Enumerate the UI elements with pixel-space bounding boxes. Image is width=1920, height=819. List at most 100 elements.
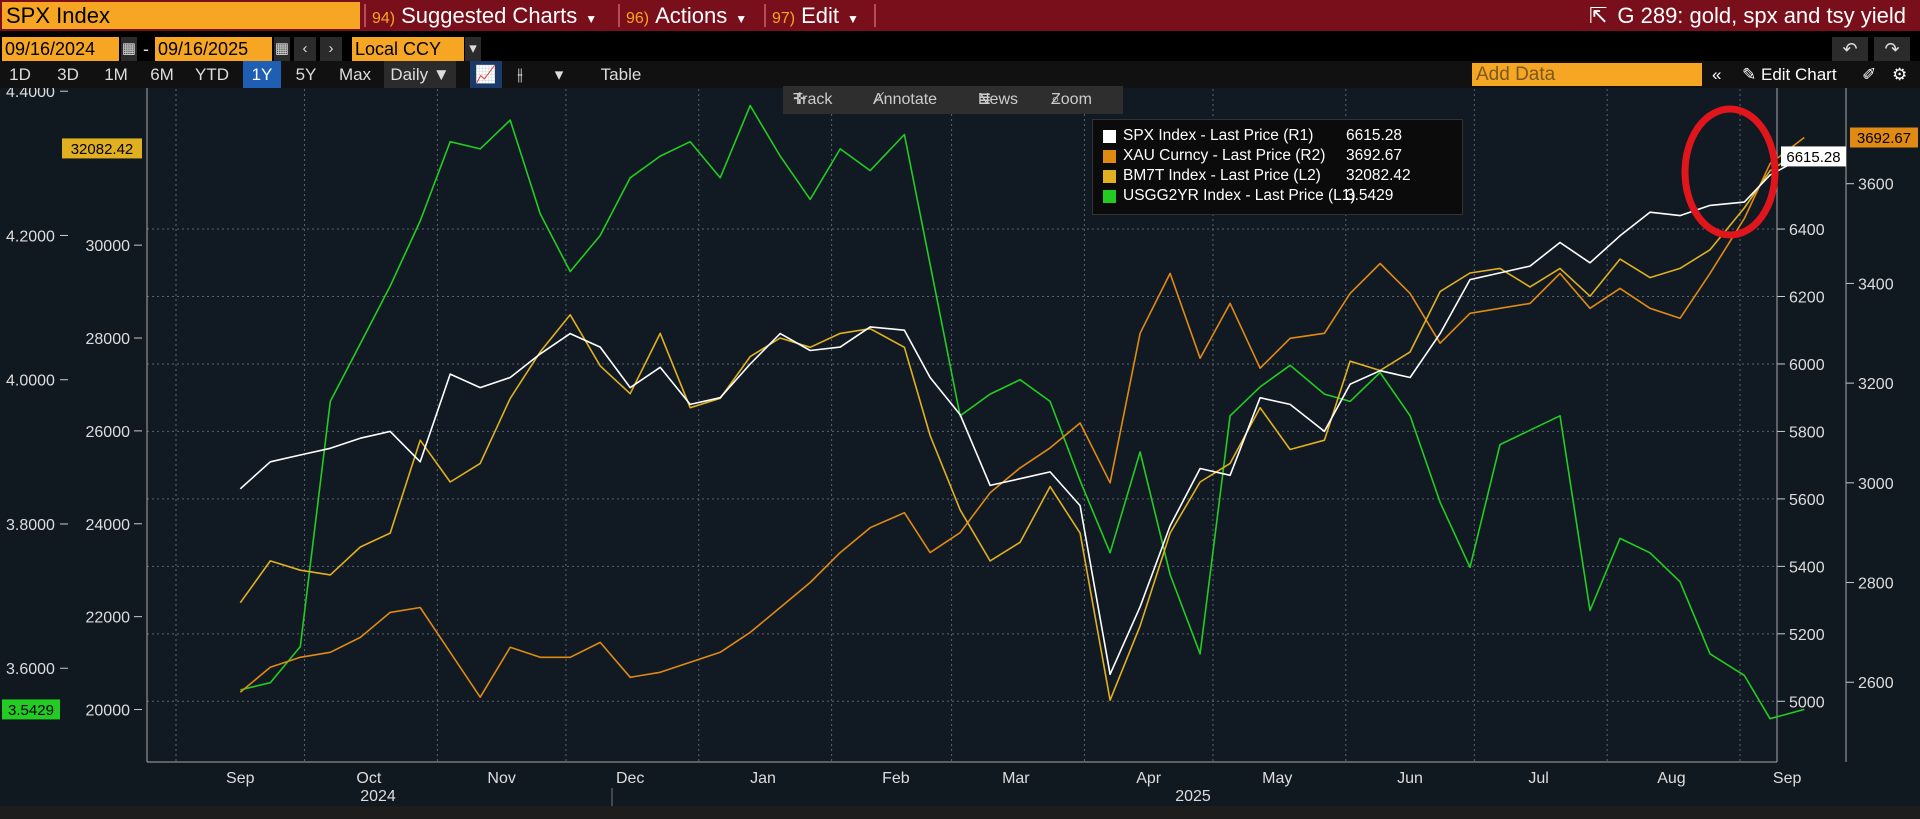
- news-icon: ≣: [978, 91, 992, 108]
- y-tick-label-r2: 2800: [1858, 576, 1894, 593]
- menu-separator: [764, 4, 766, 27]
- x-tick-label: Sep: [226, 770, 255, 787]
- timeframe-ytd[interactable]: YTD: [195, 65, 229, 84]
- edit-chart-button[interactable]: ✎ Edit Chart: [1742, 61, 1837, 88]
- menu-separator: [364, 4, 366, 27]
- menu-label: Actions: [655, 3, 728, 28]
- timeframe-1m[interactable]: 1M: [104, 65, 128, 84]
- last-value-tag: [1850, 127, 1918, 148]
- chevron-down-icon[interactable]: ▾: [465, 37, 481, 61]
- x-tick-label: May: [1262, 770, 1292, 787]
- table-button[interactable]: Table: [580, 61, 662, 88]
- chevron-down-icon[interactable]: ▾: [545, 61, 573, 88]
- y-tick-label-r1: 5800: [1789, 424, 1825, 441]
- calendar-icon[interactable]: ▦: [121, 37, 137, 61]
- edit-chart-label: Edit Chart: [1760, 65, 1837, 84]
- series-line: [239, 136, 1805, 699]
- legend-swatch: [1103, 170, 1116, 183]
- y-tick-label-r2: 2600: [1858, 675, 1894, 692]
- timeframe-3d[interactable]: 3D: [57, 65, 79, 84]
- chart-legend: SPX Index - Last Price (R1) 6615.28 XAU C…: [1092, 119, 1463, 215]
- menu-number: 94): [372, 10, 396, 27]
- last-value-tag-text: 6615.28: [1786, 149, 1840, 166]
- legend-swatch: [1103, 150, 1116, 163]
- last-value-tag-text: 32082.42: [71, 141, 134, 158]
- x-tick-label: Oct: [356, 770, 381, 787]
- currency-select[interactable]: Local CCY: [352, 37, 464, 61]
- menu-number: 97): [772, 10, 796, 27]
- annotate-icon: ⟋: [873, 91, 885, 108]
- chart-tools-bar: ✛ Track ⟋ Annotate ≣ News ⌕ Zoom: [783, 86, 1123, 114]
- end-date-field[interactable]: 09/16/2025: [155, 37, 272, 61]
- suggested-charts-menu[interactable]: 94) Suggested Charts ▼: [372, 0, 597, 31]
- legend-name: USGG2YR Index - Last Price (L1): [1123, 187, 1356, 204]
- x-tick-label: Nov: [487, 770, 515, 787]
- legend-name: BM7T Index - Last Price (L2): [1123, 167, 1321, 184]
- security-input[interactable]: SPX Index: [2, 2, 360, 29]
- gear-icon[interactable]: ⚙: [1892, 65, 1908, 84]
- annotate-label: Annotate: [873, 91, 938, 108]
- legend-swatch: [1103, 130, 1116, 143]
- y-tick-label-l2: 24000: [86, 517, 131, 534]
- menu-separator: [874, 4, 876, 27]
- zoom-label: Zoom: [1051, 91, 1092, 108]
- chevron-right-icon[interactable]: ›: [320, 37, 342, 61]
- y-tick-label-r1: 5200: [1789, 627, 1825, 644]
- x-year-label: 2025: [1175, 788, 1211, 805]
- legend-value: 3692.67: [1346, 147, 1403, 164]
- y-tick-label-r1: 6400: [1789, 222, 1825, 239]
- x-tick-label: Jul: [1528, 770, 1548, 787]
- y-tick-label-l2: 20000: [86, 703, 131, 720]
- timeframe-1y[interactable]: 1Y: [243, 61, 281, 88]
- timeframe-5y[interactable]: 5Y: [295, 65, 317, 84]
- last-value-tag: [1781, 146, 1846, 167]
- legend-value: 6615.28: [1346, 127, 1403, 144]
- pencil-icon: ✎: [1742, 65, 1757, 84]
- x-tick-label: Jun: [1397, 770, 1423, 787]
- plot-background: [147, 88, 1777, 762]
- y-tick-label-l2: 26000: [86, 424, 131, 441]
- redo-icon[interactable]: ↷: [1874, 37, 1910, 61]
- date-range-bar: 09/16/2024 ▦ - 09/16/2025 ▦ ‹ › Local CC…: [0, 37, 1920, 61]
- y-tick-label-l2: 22000: [86, 610, 131, 627]
- add-data-input[interactable]: Add Data: [1472, 63, 1702, 86]
- bar-chart-icon[interactable]: ⫲: [505, 61, 535, 88]
- chart-area[interactable]: 4.4000 4.2000 4.0000 3.8000 3.6000 30000 28000…: [0, 88, 1920, 806]
- chevron-down-icon: ▼: [585, 12, 598, 26]
- y-tick-label-r1: 5000: [1789, 694, 1825, 711]
- chevron-left-icon[interactable]: ‹: [294, 37, 316, 61]
- line-chart-icon[interactable]: 📈: [470, 61, 502, 88]
- y-tick-label-l1: 3.6000: [6, 661, 55, 678]
- timeframe-max[interactable]: Max: [338, 65, 372, 84]
- calendar-icon[interactable]: ▦: [274, 37, 290, 61]
- y-tick-label-l1: 4.2000: [6, 228, 55, 245]
- y-tick-label-l1: 4.0000: [6, 373, 55, 390]
- y-tick-label-l2: 28000: [86, 331, 131, 348]
- actions-menu[interactable]: 96) Actions ▼: [626, 0, 747, 31]
- last-value-tag-text: 3.5429: [8, 702, 54, 719]
- legend-swatch: [1103, 190, 1116, 203]
- chart-svg: 4.4000 4.2000 4.0000 3.8000 3.6000 30000 28000…: [2, 88, 1918, 806]
- series-line: [239, 155, 1805, 676]
- edit-menu[interactable]: 97) Edit ▼: [772, 0, 859, 31]
- external-link-icon[interactable]: ⇱: [1588, 3, 1608, 28]
- undo-icon[interactable]: ↶: [1832, 37, 1868, 61]
- crosshair-icon: ✛: [793, 91, 807, 108]
- frequency-select[interactable]: Daily ▼: [384, 61, 456, 88]
- collapse-icon[interactable]: «: [1712, 65, 1722, 84]
- menu-label: Suggested Charts: [401, 3, 578, 28]
- y-tick-label-l1: 3.8000: [6, 517, 55, 534]
- top-menu-bar: SPX Index 94) Suggested Charts ▼ 96) Action…: [0, 0, 1920, 31]
- x-tick-label: Mar: [1002, 770, 1030, 787]
- y-tick-label-r1: 5400: [1789, 559, 1825, 576]
- series-line: [240, 104, 1805, 720]
- last-value-tag: [2, 699, 60, 720]
- timeframe-1d[interactable]: 1D: [9, 65, 31, 84]
- series-line: [239, 147, 1805, 702]
- y-tick-label-l1: 4.4000: [6, 88, 55, 101]
- edit-icon[interactable]: ✐: [1862, 65, 1877, 84]
- start-date-field[interactable]: 09/16/2024: [2, 37, 119, 61]
- timeframe-6m[interactable]: 6M: [150, 65, 174, 84]
- legend-name: XAU Curncy - Last Price (R2): [1123, 147, 1326, 164]
- menu-number: 96): [626, 10, 650, 27]
